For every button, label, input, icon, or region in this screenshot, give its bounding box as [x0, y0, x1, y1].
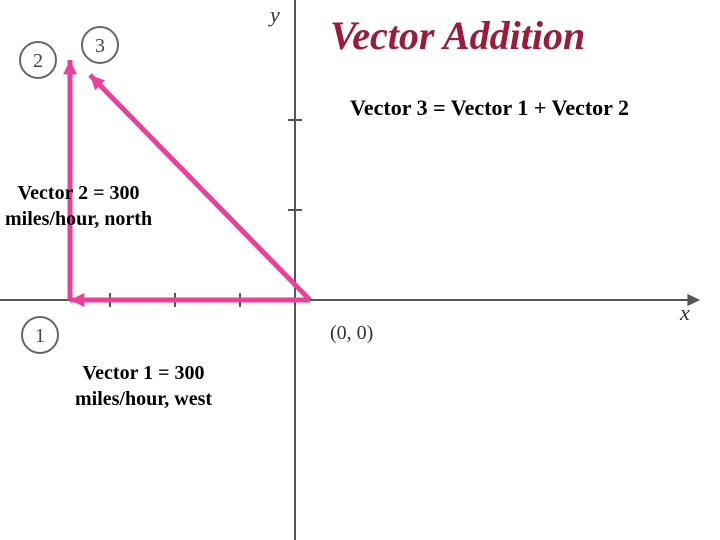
- page-title: Vector Addition: [330, 12, 585, 59]
- x-axis-label: x: [680, 300, 690, 326]
- vector1-label-line1: Vector 1 = 300: [83, 362, 205, 384]
- vector2-label-line1: Vector 2 = 300: [18, 182, 140, 204]
- svg-text:3: 3: [95, 35, 105, 57]
- origin-label: (0, 0): [330, 322, 373, 345]
- vector1-label-line2: miles/hour, west: [75, 388, 212, 410]
- vector-equation: Vector 3 = Vector 1 + Vector 2: [350, 95, 629, 121]
- vector-diagram: 1 2 3: [0, 0, 720, 540]
- vector2-label-line2: miles/hour, north: [5, 208, 152, 230]
- vector1-label: Vector 1 = 300 miles/hour, west: [75, 360, 212, 412]
- svg-text:1: 1: [35, 325, 45, 347]
- vector2-label: Vector 2 = 300 miles/hour, north: [5, 180, 152, 232]
- svg-text:2: 2: [33, 50, 43, 72]
- y-axis-label: y: [270, 2, 280, 28]
